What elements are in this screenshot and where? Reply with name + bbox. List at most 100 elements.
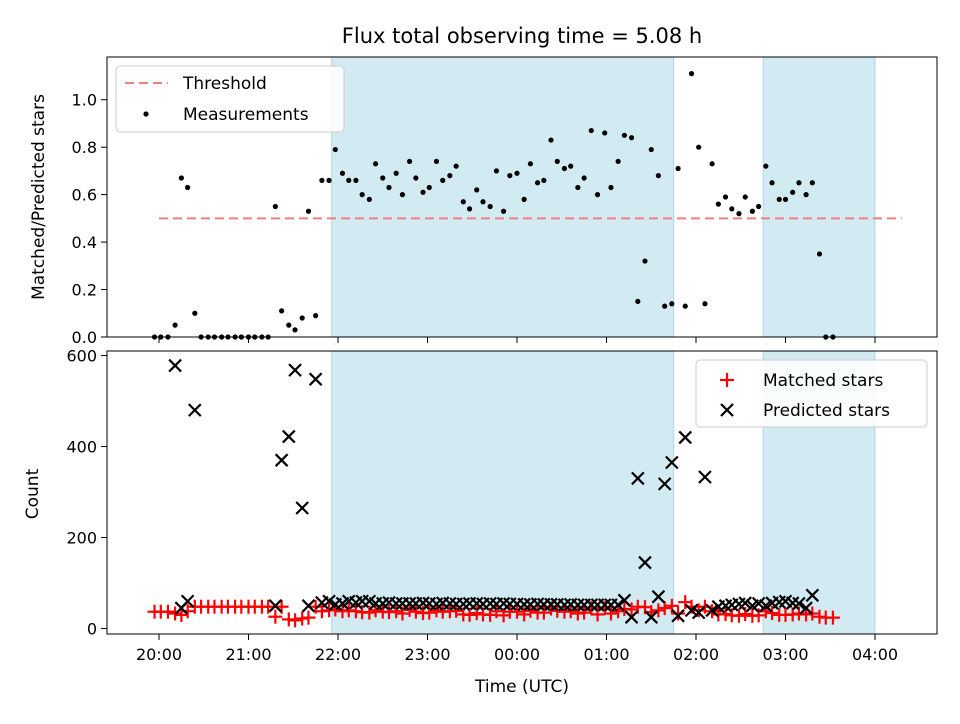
measurement-point: [172, 322, 178, 328]
matched-star-point: [624, 602, 639, 617]
predicted-star-point: [544, 597, 558, 612]
predicted-star-point: [671, 609, 685, 623]
measurement-point: [655, 173, 662, 179]
measurement-point: [769, 180, 775, 186]
predicted-star-point: [281, 429, 296, 444]
top-y-tick-label: 0.4: [72, 233, 97, 252]
measurement-point: [763, 163, 769, 169]
predicted-star-point: [631, 471, 645, 486]
matched-star-point: [523, 603, 538, 618]
measurement-point: [575, 184, 581, 191]
top-y-tick-label: 0.6: [72, 186, 97, 205]
matched-star-point: [731, 608, 746, 623]
predicted-star-point: [705, 603, 719, 618]
measurement-point: [602, 130, 608, 136]
predicted-star-point: [584, 598, 599, 612]
matched-star-point: [671, 606, 686, 621]
matched-star-point: [288, 613, 303, 628]
measurement-point: [480, 199, 486, 205]
measurement-point: [594, 192, 601, 198]
measurement-point: [675, 165, 681, 172]
top-y-tick-label: 1.0: [72, 91, 97, 110]
predicted-star-point: [624, 610, 639, 624]
predicted-star-point: [168, 358, 182, 373]
predicted-star-point: [657, 477, 672, 491]
x-tick-label: 20:00: [136, 645, 182, 664]
predicted-star-point: [638, 555, 652, 570]
x-tick-label: 03:00: [762, 645, 808, 664]
measurement-point: [534, 180, 541, 186]
measurement-point: [628, 135, 635, 141]
measurement-point: [372, 161, 379, 167]
measurement-point: [286, 322, 292, 328]
matched-star-point: [657, 601, 672, 616]
predicted-star-point: [571, 598, 585, 612]
measurement-point: [305, 208, 312, 214]
predicted-star-point: [402, 596, 417, 611]
measurement-point: [326, 177, 332, 183]
bottom-y-tick-label: 200: [66, 529, 97, 548]
matched-star-point: [362, 605, 377, 620]
measurement-point: [413, 175, 419, 181]
matched-star-point: [825, 610, 840, 625]
measurement-point: [742, 194, 748, 200]
measurement-point: [796, 180, 802, 186]
matched-star-point: [469, 606, 484, 621]
measurement-point: [359, 192, 365, 198]
matched-star-point: [268, 609, 283, 624]
matched-star-point: [603, 606, 618, 621]
x-tick-label: 00:00: [494, 645, 540, 664]
predicted-star-point: [698, 470, 712, 484]
x-tick-label: 04:00: [852, 645, 898, 664]
bottom-y-tick-label: 400: [66, 438, 97, 457]
measurement-point: [440, 177, 446, 183]
shaded-region-top-0: [331, 56, 675, 338]
predicted-star-point: [611, 598, 625, 612]
matched-star-point: [408, 604, 423, 619]
measurement-point: [192, 310, 198, 316]
matched-star-point: [368, 603, 383, 618]
matched-star-point: [611, 604, 626, 619]
measurement-point: [521, 196, 527, 202]
measurement-point: [272, 203, 278, 210]
predicted-star-point: [517, 597, 531, 612]
matched-star-point: [449, 603, 464, 618]
predicted-star-point: [805, 588, 820, 603]
predicted-star-point: [617, 593, 632, 608]
predicted-star-point: [738, 596, 753, 610]
measurement-point: [279, 308, 285, 314]
measurement-point: [319, 177, 325, 183]
measurement-point: [292, 327, 298, 333]
top-y-tick-label: 0.8: [72, 138, 97, 157]
predicted-star-point: [188, 403, 202, 417]
measurement-point: [790, 189, 796, 195]
top-y-tick-label: 0.0: [72, 328, 97, 347]
predicted-star-point: [301, 599, 316, 613]
matched-star-point: [577, 605, 592, 620]
predicted-star-point: [651, 589, 666, 604]
measurement-point: [393, 170, 399, 176]
measurement-point: [635, 298, 641, 305]
matched-stars-points: [147, 595, 840, 628]
measurement-point: [809, 180, 815, 186]
top-frame: [106, 56, 938, 338]
measurement-point: [688, 71, 695, 77]
measurement-point: [588, 127, 594, 134]
matched-star-point: [402, 602, 417, 617]
measurement-point: [729, 206, 735, 212]
measurement-point: [581, 175, 587, 181]
measurement-point: [548, 137, 554, 143]
measurement-point: [514, 170, 520, 176]
measurement-point: [426, 184, 432, 191]
measurement-point: [776, 196, 782, 202]
measurement-point: [453, 163, 459, 169]
measurement-point: [662, 303, 668, 309]
bottom-frame: [106, 350, 938, 635]
predicted-star-point: [792, 596, 806, 611]
x-axis: 20:00 21:00 22:00 23:00 00:00 01:00 02:00 03:00…: [136, 634, 898, 664]
measurement-point: [816, 251, 823, 257]
measurement-point: [608, 184, 614, 191]
measurement-point: [756, 203, 762, 210]
legend-predicted-label: Predicted stars: [763, 401, 890, 421]
